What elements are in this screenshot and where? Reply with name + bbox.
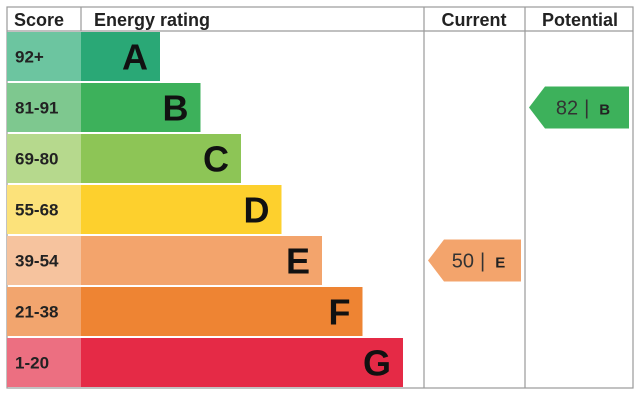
score-header: Score: [14, 10, 64, 30]
score-cell-f: [7, 287, 81, 336]
score-range-a: 92+: [15, 48, 44, 67]
band-letter-c: C: [203, 139, 229, 180]
band-bar-a: [81, 32, 160, 81]
band-bar-d: [81, 185, 282, 234]
band-letter-e: E: [286, 241, 310, 282]
rating-bands: 92+ A 81-91 B 69-80 C 55-68 D 39-54 E 21-38 F 1-20 G: [7, 32, 403, 387]
energy-rating-header: Energy rating: [94, 10, 210, 30]
potential-rating-arrow: [529, 86, 629, 129]
band-bar-f: [81, 287, 363, 336]
potential-rating-band: B: [599, 102, 610, 119]
potential-rating-value: 82: [556, 98, 578, 120]
band-letter-b: B: [163, 88, 189, 129]
band-letter-f: F: [329, 292, 351, 333]
score-range-d: 55-68: [15, 201, 58, 220]
current-rating-separator: |: [480, 251, 485, 273]
score-cell-a: [7, 32, 81, 81]
potential-rating-separator: |: [584, 98, 589, 120]
band-bar-b: [81, 83, 201, 132]
band-letter-g: G: [363, 343, 391, 384]
band-letter-a: A: [122, 37, 148, 78]
score-range-c: 69-80: [15, 150, 58, 169]
current-rating-arrow: [428, 239, 521, 282]
current-rating-band: E: [495, 255, 505, 272]
score-cell-g: [7, 338, 81, 387]
band-bar-g: [81, 338, 403, 387]
score-range-b: 81-91: [15, 99, 58, 118]
band-bar-c: [81, 134, 241, 183]
score-cell-b: [7, 83, 81, 132]
score-range-g: 1-20: [15, 354, 49, 373]
band-bar-e: [81, 236, 322, 285]
rating-arrows: 50 | E 82 | B: [428, 86, 629, 282]
potential-rating-label: 82 | B: [556, 98, 610, 120]
score-range-f: 21-38: [15, 303, 58, 322]
current-rating-value: 50: [452, 251, 474, 273]
current-rating-label: 50 | E: [452, 251, 505, 273]
score-cell-c: [7, 134, 81, 183]
band-letter-d: D: [244, 190, 270, 231]
score-cell-e: [7, 236, 81, 285]
score-cell-d: [7, 185, 81, 234]
potential-header: Potential: [542, 10, 618, 30]
score-range-e: 39-54: [15, 252, 59, 271]
current-header: Current: [441, 10, 506, 30]
